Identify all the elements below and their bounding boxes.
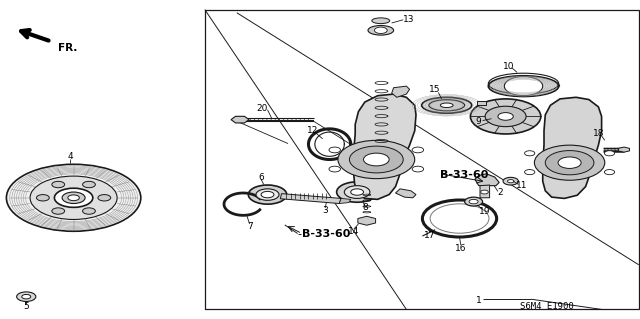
- Circle shape: [30, 176, 117, 219]
- Text: 11: 11: [516, 181, 527, 190]
- Circle shape: [545, 151, 594, 175]
- Circle shape: [351, 189, 364, 195]
- Circle shape: [261, 191, 274, 198]
- Polygon shape: [392, 86, 410, 97]
- Polygon shape: [358, 216, 376, 225]
- Circle shape: [525, 170, 535, 175]
- Text: 18: 18: [593, 130, 605, 138]
- Text: 12: 12: [307, 126, 318, 135]
- Polygon shape: [475, 174, 499, 186]
- Circle shape: [412, 166, 424, 172]
- Circle shape: [98, 195, 111, 201]
- Polygon shape: [280, 194, 341, 204]
- Circle shape: [329, 147, 340, 153]
- Circle shape: [469, 199, 478, 204]
- Text: 1: 1: [476, 296, 481, 305]
- Circle shape: [558, 157, 581, 168]
- Circle shape: [68, 195, 79, 201]
- Polygon shape: [396, 189, 416, 198]
- Text: 17: 17: [424, 231, 436, 240]
- Text: 7: 7: [247, 222, 252, 231]
- Text: FR.: FR.: [58, 43, 77, 53]
- Circle shape: [503, 177, 518, 185]
- Circle shape: [337, 182, 378, 202]
- Circle shape: [52, 181, 65, 188]
- Text: 15: 15: [429, 85, 441, 94]
- Polygon shape: [480, 185, 490, 198]
- Text: 13: 13: [403, 15, 414, 24]
- Circle shape: [525, 151, 535, 156]
- Text: 10: 10: [503, 62, 515, 70]
- Circle shape: [6, 164, 141, 231]
- Circle shape: [498, 113, 513, 120]
- Ellipse shape: [368, 26, 394, 35]
- Circle shape: [22, 294, 31, 299]
- Polygon shape: [543, 97, 602, 198]
- Circle shape: [329, 166, 340, 172]
- Circle shape: [62, 192, 85, 204]
- Text: 9: 9: [476, 117, 481, 126]
- Circle shape: [83, 208, 95, 214]
- Text: 3: 3: [323, 206, 328, 215]
- Text: 5: 5: [24, 302, 29, 311]
- Text: 2: 2: [498, 189, 503, 197]
- Text: 6: 6: [259, 173, 264, 182]
- Circle shape: [54, 188, 93, 207]
- Circle shape: [36, 195, 49, 201]
- Circle shape: [52, 208, 65, 214]
- Ellipse shape: [488, 76, 559, 96]
- Circle shape: [364, 153, 389, 166]
- Circle shape: [604, 170, 614, 175]
- Circle shape: [508, 180, 514, 183]
- Circle shape: [256, 189, 279, 200]
- Circle shape: [374, 27, 387, 33]
- Circle shape: [349, 146, 403, 173]
- Ellipse shape: [372, 18, 390, 24]
- Text: B-33-60: B-33-60: [440, 170, 489, 180]
- Text: 8: 8: [362, 204, 367, 212]
- Circle shape: [17, 292, 36, 301]
- Circle shape: [604, 151, 614, 156]
- Text: B-33-60: B-33-60: [302, 228, 351, 239]
- Text: 19: 19: [479, 207, 491, 216]
- Circle shape: [465, 197, 483, 206]
- Polygon shape: [231, 116, 249, 123]
- Circle shape: [83, 181, 95, 188]
- Text: S6M4 E1900: S6M4 E1900: [520, 302, 574, 311]
- Ellipse shape: [422, 97, 472, 113]
- Text: 16: 16: [455, 244, 467, 253]
- Polygon shape: [339, 198, 351, 204]
- Circle shape: [470, 99, 541, 134]
- Text: 14: 14: [348, 227, 360, 236]
- Polygon shape: [353, 94, 416, 199]
- Ellipse shape: [440, 103, 453, 108]
- Circle shape: [534, 145, 605, 180]
- Text: 4: 4: [68, 152, 73, 161]
- Polygon shape: [618, 147, 630, 152]
- Circle shape: [504, 77, 543, 96]
- Polygon shape: [477, 101, 486, 105]
- Circle shape: [248, 185, 287, 204]
- Text: 20: 20: [257, 104, 268, 113]
- Circle shape: [481, 190, 488, 194]
- Circle shape: [338, 140, 415, 179]
- Circle shape: [485, 106, 526, 127]
- Circle shape: [412, 147, 424, 153]
- Circle shape: [344, 186, 370, 198]
- Ellipse shape: [429, 100, 465, 111]
